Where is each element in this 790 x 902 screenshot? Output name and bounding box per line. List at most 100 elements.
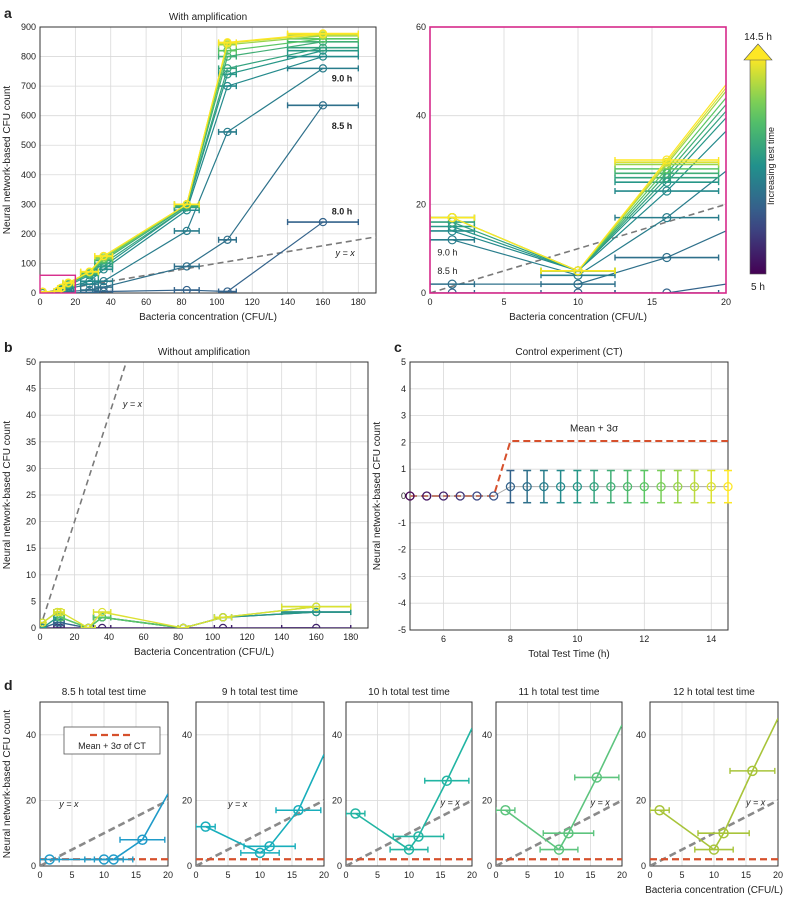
data-point <box>572 481 583 492</box>
reference-line <box>40 799 168 866</box>
x-tick-label: 60 <box>141 297 151 307</box>
x-axis-label: Bacteria concentration (CFU/L) <box>645 885 783 896</box>
x-tick-label: 100 <box>205 632 220 642</box>
y-tick-label: 20 <box>182 795 192 805</box>
data-point <box>85 285 94 293</box>
data-point <box>747 765 758 777</box>
x-tick-label: 180 <box>351 297 366 307</box>
series-line <box>42 50 324 293</box>
x-tick-label: 10 <box>573 297 583 307</box>
chart-d2: 0 5 10 15 20 0 20 40 9 h total test time y = x <box>182 687 329 880</box>
y-axis-label: Neural network-based CFU count <box>2 86 13 235</box>
data-point <box>264 841 275 852</box>
data-point <box>99 251 108 261</box>
y-tick-label: -1 <box>398 518 406 528</box>
zoom-box <box>39 274 77 294</box>
y-tick-label: 5 <box>401 357 406 367</box>
data-point <box>350 808 361 819</box>
y-tick-label: 0 <box>421 288 426 298</box>
chart-title: 9 h total test time <box>222 687 299 698</box>
x-tick-label: 5 <box>375 870 380 880</box>
x-tick-label: 0 <box>427 297 432 307</box>
plot-area <box>346 727 472 866</box>
series-line <box>451 110 726 272</box>
plot-frame <box>195 701 325 867</box>
y-tick-label: 40 <box>26 730 36 740</box>
y-tick-label: 20 <box>332 795 342 805</box>
legend: Mean + 3σ of CT <box>63 726 161 755</box>
data-point <box>44 854 55 865</box>
data-point <box>522 481 532 492</box>
y-tick-label: 40 <box>416 111 426 121</box>
y-tick-label: 100 <box>21 258 36 268</box>
x-tick-label: 20 <box>70 297 80 307</box>
data-point <box>312 623 321 628</box>
annotation-label: 8.0 h <box>332 207 353 217</box>
data-point <box>99 276 108 286</box>
x-tick-label: 15 <box>585 870 595 880</box>
y-tick-label: -5 <box>398 625 406 635</box>
data-point <box>312 607 321 617</box>
y-axis-label: Neural network-based CFU count <box>372 422 383 571</box>
data-point <box>413 831 424 842</box>
x-tick-label: 20 <box>163 870 173 880</box>
data-point <box>182 262 191 271</box>
data-point <box>218 613 228 622</box>
chart-d5: 0 5 10 15 20 0 20 40 12 h total test time Bacteri… <box>636 687 783 896</box>
y-tick-label: 30 <box>26 463 36 473</box>
reference-line <box>346 799 472 866</box>
data-point <box>662 155 672 165</box>
data-point <box>312 602 321 611</box>
x-tick-label: 12 <box>639 634 649 644</box>
data-point <box>438 491 449 501</box>
y-tick-label: 25 <box>26 490 36 500</box>
data-point <box>606 481 616 492</box>
x-tick-label: 10 <box>554 870 564 880</box>
data-point <box>318 64 328 73</box>
data-point <box>99 287 108 293</box>
data-point <box>573 279 583 289</box>
y-tick-label: 0 <box>31 861 36 871</box>
data-point <box>505 481 516 492</box>
data-point <box>293 804 304 816</box>
y-tick-label: 0 <box>641 861 646 871</box>
data-point <box>573 266 583 276</box>
data-point <box>318 217 328 227</box>
data-point <box>573 288 583 293</box>
chart-title: Control experiment (CT) <box>515 347 622 358</box>
data-point <box>622 481 633 492</box>
y-tick-label: 20 <box>26 795 36 805</box>
x-tick-label: 80 <box>173 632 183 642</box>
colorbar-title: Increasing test time <box>766 127 776 205</box>
y-tick-label: 40 <box>26 410 36 420</box>
chart-title: Without amplification <box>158 347 250 358</box>
panel-letter-c: c <box>394 339 402 355</box>
y-tick-label: -4 <box>398 598 406 608</box>
plot-frame <box>495 701 623 867</box>
threshold-line <box>410 440 728 497</box>
panel-letter-a: a <box>4 5 12 21</box>
data-point <box>97 613 107 622</box>
x-tick-label: 10 <box>99 870 109 880</box>
data-point <box>718 827 729 839</box>
series-line <box>42 41 324 293</box>
x-tick-label: 5 <box>501 297 506 307</box>
x-tick-label: 20 <box>721 297 731 307</box>
y-tick-label: 900 <box>21 22 36 32</box>
data-point <box>472 491 482 501</box>
series-line <box>452 130 726 272</box>
plot-frame <box>345 701 473 867</box>
data-point <box>97 607 107 617</box>
y-tick-label: 1 <box>401 464 406 474</box>
data-point <box>84 623 93 628</box>
chart-title: 8.5 h total test time <box>62 687 147 698</box>
x-axis-label: Total Test Time (h) <box>528 649 610 660</box>
series-line <box>42 67 324 293</box>
series-line <box>451 84 726 272</box>
data-point <box>223 287 232 293</box>
data-point <box>40 618 47 627</box>
y-tick-label: 600 <box>21 111 36 121</box>
data-point <box>662 186 672 196</box>
data-point <box>662 288 672 293</box>
